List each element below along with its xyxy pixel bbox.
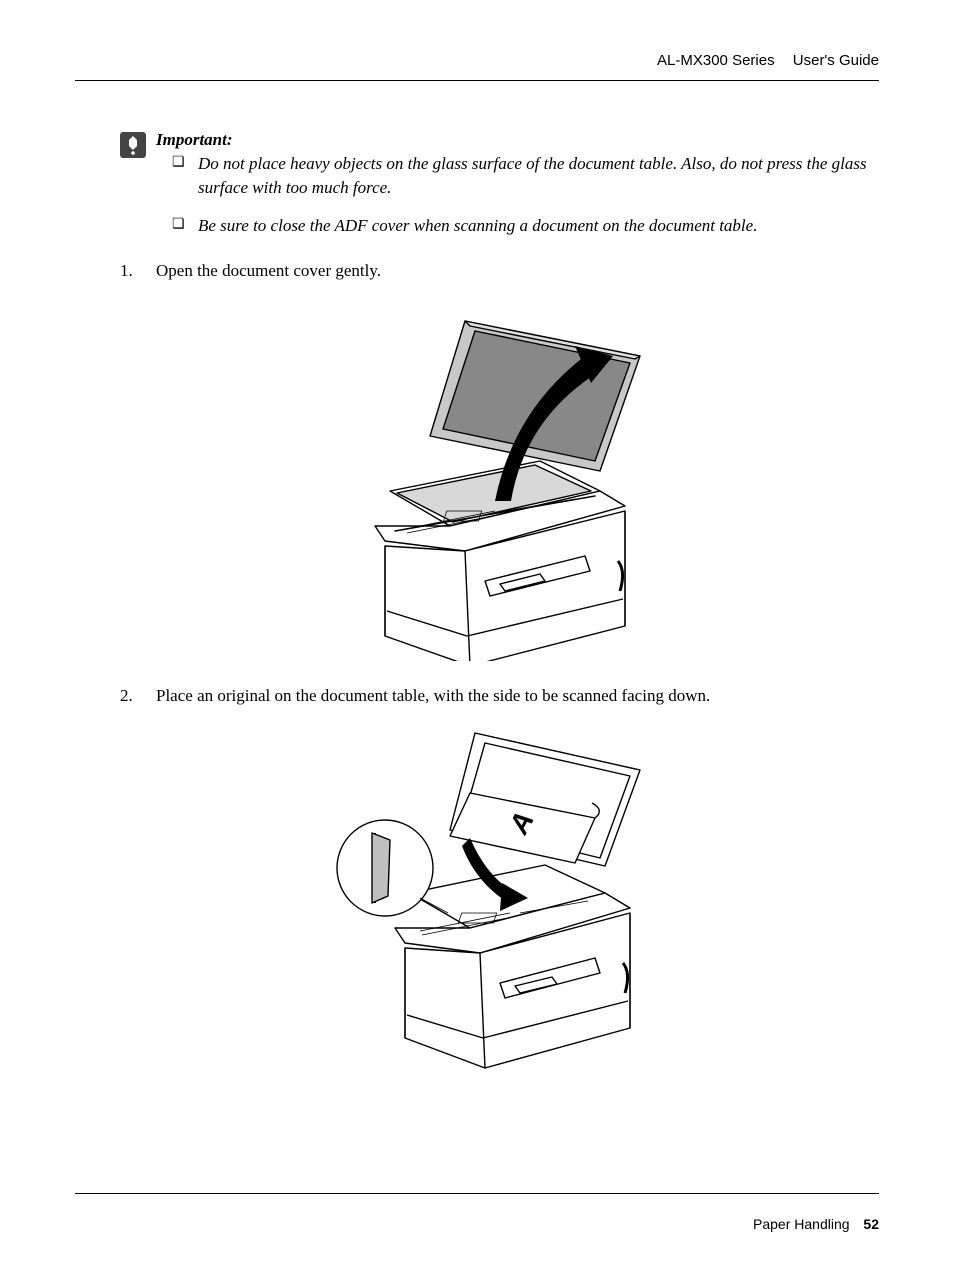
header-rule [75, 80, 879, 81]
bullet-item: Do not place heavy objects on the glass … [178, 152, 879, 200]
figure-1 [120, 301, 879, 666]
printer-place-original-illustration: A [320, 718, 680, 1078]
header-guide: User's Guide [793, 52, 879, 69]
important-bullets: Do not place heavy objects on the glass … [156, 152, 879, 237]
main-content: Important: Do not place heavy objects on… [120, 130, 879, 1093]
step-1: Open the document cover gently. [120, 259, 879, 283]
important-text: Important: Do not place heavy objects on… [156, 130, 879, 251]
important-title: Important: [156, 130, 879, 150]
figure-2: A [120, 718, 879, 1083]
printer-open-cover-illustration [335, 301, 665, 661]
footer-section: Paper Handling [753, 1216, 850, 1232]
footer-rule [75, 1193, 879, 1194]
step-list-2: Place an original on the document table,… [120, 684, 879, 708]
bullet-item: Be sure to close the ADF cover when scan… [178, 214, 879, 238]
important-callout: Important: Do not place heavy objects on… [120, 130, 879, 251]
page-header: AL-MX300 Series User's Guide [657, 52, 879, 69]
page-number: 52 [863, 1216, 879, 1232]
step-2: Place an original on the document table,… [120, 684, 879, 708]
header-series: AL-MX300 Series [657, 52, 775, 69]
step-text: Open the document cover gently. [156, 261, 381, 280]
important-icon [120, 132, 146, 158]
page-footer: Paper Handling 52 [753, 1216, 879, 1232]
step-text: Place an original on the document table,… [156, 686, 710, 705]
step-list: Open the document cover gently. [120, 259, 879, 283]
